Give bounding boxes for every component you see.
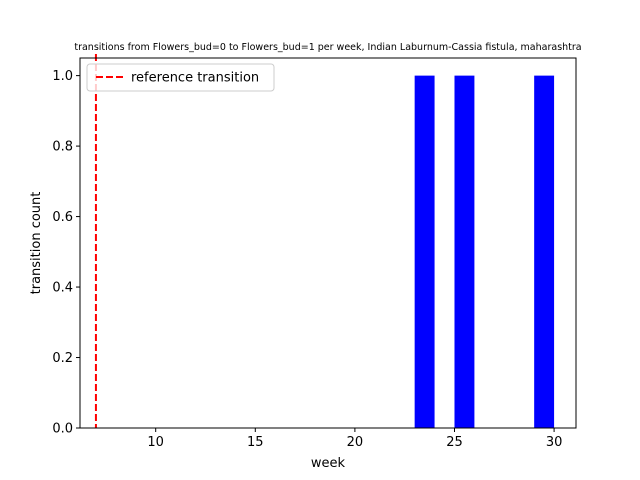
- x-tick-label: 20: [347, 435, 364, 450]
- chart-title: transitions from Flowers_bud=0 to Flower…: [74, 42, 581, 53]
- y-tick-label: 0.6: [52, 210, 73, 225]
- x-axis-label: week: [311, 456, 346, 471]
- legend: reference transition: [86, 63, 275, 92]
- plot-area: [94, 54, 555, 428]
- x-axis: 10 15 20 25 30: [147, 428, 562, 450]
- x-tick-label: 25: [446, 435, 463, 450]
- legend-box: [86, 63, 275, 92]
- y-axis-label: transition count: [29, 192, 44, 295]
- x-tick-label: 15: [247, 435, 264, 450]
- legend-label: reference transition: [131, 71, 259, 86]
- axes-frame: [79, 57, 577, 429]
- y-tick-label: 0.4: [52, 281, 73, 296]
- bar-0: [414, 75, 435, 428]
- y-tick-label: 0.0: [52, 422, 73, 437]
- bar-1: [454, 75, 475, 428]
- y-axis: 0.0 0.2 0.4 0.6 0.8 1.0: [52, 69, 80, 437]
- x-tick-label: 10: [147, 435, 164, 450]
- x-tick-label: 30: [546, 435, 563, 450]
- y-tick-label: 1.0: [52, 69, 73, 84]
- y-tick-label: 0.8: [52, 140, 73, 155]
- y-tick-label: 0.2: [52, 351, 73, 366]
- bar-2: [534, 75, 555, 428]
